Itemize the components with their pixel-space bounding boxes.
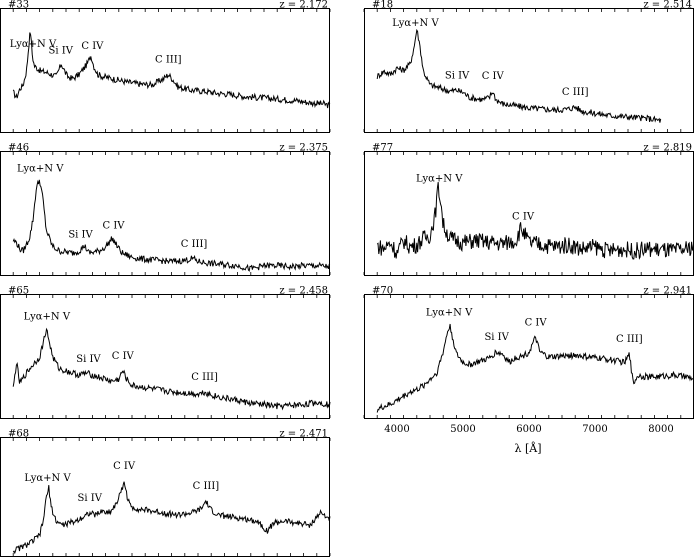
spectrum-panel: #46 z = 2.375 Lyα+N V Si IV C IV C III] [0, 143, 331, 276]
x-tick-label: 8000 [648, 424, 673, 435]
emission-line-label: C IV [482, 71, 505, 82]
emission-line-label: C III] [562, 87, 589, 98]
spectrum-line [376, 323, 694, 413]
spectrum-line [12, 327, 331, 411]
spectrum-line [376, 182, 694, 260]
object-id: #65 [8, 286, 29, 297]
redshift-label: z = 2.458 [279, 286, 328, 297]
emission-line-label: Si IV [445, 70, 470, 81]
emission-line-label: Lyα+N V [392, 18, 439, 29]
object-id: #46 [8, 143, 29, 154]
x-tick-label: 6000 [516, 424, 541, 435]
emission-line-label: Lyα+N V [416, 173, 463, 184]
panel-frame [0, 437, 330, 557]
emission-line-label: Lyα+N V [17, 163, 64, 174]
panel-frame [0, 8, 330, 133]
object-id: #18 [372, 0, 393, 11]
spectrum-panel: #18 z = 2.514 Lyα+N V Si IV C IV C III] [363, 0, 694, 133]
x-tick-label: 7000 [582, 424, 607, 435]
x-axis-label: λ [Å] [515, 441, 542, 455]
emission-line-label: C IV [512, 212, 535, 223]
redshift-label: z = 2.471 [279, 429, 328, 440]
spectrum-line [12, 481, 331, 555]
emission-line-label: Lyα+N V [10, 39, 57, 50]
panel-frame [0, 294, 330, 419]
emission-line-label: Lyα+N V [24, 312, 71, 323]
redshift-label: z = 2.514 [643, 0, 692, 11]
emission-line-label: C III] [191, 372, 218, 383]
object-id: #68 [8, 429, 29, 440]
spectrum-line [12, 32, 331, 109]
emission-line-label: C IV [103, 221, 126, 232]
spectrum-panel: #33 z = 2.172 Lyα+N VSi IV C IV C III] [0, 0, 331, 133]
emission-line-label: C IV [112, 351, 135, 362]
spectrum-panel: #77 z = 2.819 Lyα+N V C IV [363, 143, 694, 276]
spectrum-line [376, 28, 662, 123]
emission-line-label: C IV [525, 317, 548, 328]
emission-line-label: C III] [193, 481, 220, 492]
spectrum-line [12, 179, 331, 272]
redshift-label: z = 2.819 [643, 143, 692, 154]
object-id: #70 [372, 286, 393, 297]
emission-line-label: Si IV [49, 45, 74, 56]
emission-line-label: Si IV [68, 230, 93, 241]
x-tick-label: 5000 [450, 424, 475, 435]
redshift-label: z = 2.375 [279, 143, 328, 154]
emission-line-label: Si IV [484, 332, 509, 343]
spectrum-panel: #68 z = 2.471 Lyα+N V Si IV C IV C III] [0, 429, 331, 557]
panel-frame [364, 294, 694, 419]
panel-frame [0, 151, 330, 276]
emission-line-label: C IV [113, 461, 136, 472]
emission-line-label: Lyα+N V [24, 473, 71, 484]
spectrum-panel: #70 z = 2.941 Lyα+N V Si IV C IV C III] 4000 50… [363, 286, 694, 435]
emission-line-label: Si IV [76, 354, 101, 365]
emission-line-label: C III] [181, 239, 208, 250]
redshift-label: z = 2.941 [643, 286, 692, 297]
x-tick-label: 4000 [384, 424, 409, 435]
spectrum-panel: #65 z = 2.458 Lyα+N V Si IV C IV C III] [0, 286, 331, 419]
object-id: #77 [372, 143, 393, 154]
emission-line-label: C III] [616, 334, 643, 345]
emission-line-label: C III] [155, 54, 182, 65]
emission-line-label: C IV [81, 41, 104, 52]
emission-line-label: Si IV [78, 493, 103, 504]
emission-line-label: Lyα+N V [426, 308, 473, 319]
redshift-label: z = 2.172 [279, 0, 328, 11]
object-id: #33 [8, 0, 29, 11]
